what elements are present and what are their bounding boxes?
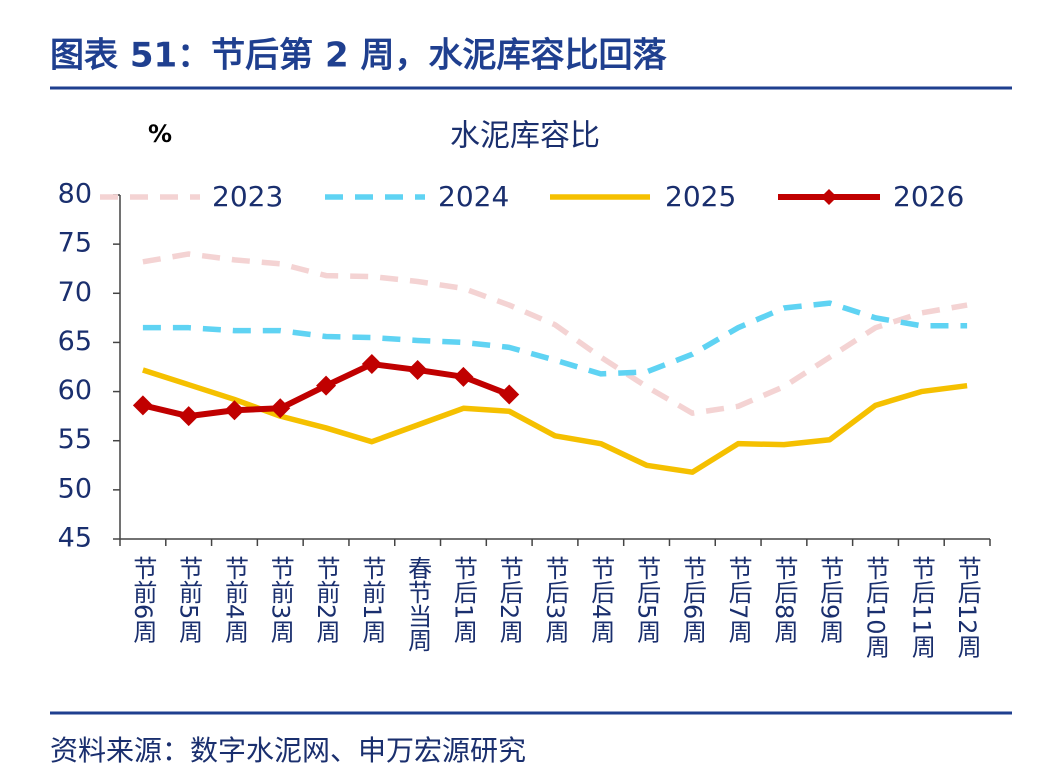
x-tick-label: 节前3周 <box>266 556 294 643</box>
data-marker <box>361 354 382 375</box>
x-tick-label: 节前1周 <box>358 556 386 643</box>
data-marker <box>224 400 245 421</box>
x-tick-label: 节后1周 <box>449 556 477 643</box>
y-tick-label: 70 <box>58 277 92 308</box>
legend-marker <box>821 189 837 205</box>
header-title: 图表 51：节后第 2 周，水泥库容比回落 <box>50 36 667 76</box>
y-tick-label: 50 <box>58 473 92 504</box>
chart-title: 水泥库容比 <box>450 119 600 154</box>
y-unit: % <box>148 120 172 148</box>
series-line <box>142 251 968 416</box>
legend-label: 2024 <box>438 180 509 213</box>
y-tick-label: 60 <box>58 375 92 406</box>
series-line <box>142 367 968 475</box>
x-tick-label: 节后4周 <box>587 556 615 643</box>
legend-label: 2025 <box>665 180 736 213</box>
x-tick-label: 节后3周 <box>541 556 569 643</box>
x-tick-label: 节前2周 <box>312 556 340 643</box>
y-tick-label: 65 <box>58 326 92 357</box>
series-line <box>142 300 968 377</box>
x-tick-label: 节前4周 <box>220 556 248 643</box>
data-marker <box>316 375 337 396</box>
x-tick-label: 节后5周 <box>633 556 661 643</box>
legend-label: 2026 <box>893 180 964 213</box>
data-marker <box>407 359 428 380</box>
data-marker <box>453 366 474 387</box>
data-marker <box>499 384 520 405</box>
y-tick-label: 45 <box>58 523 92 554</box>
x-tick-label: 节后7周 <box>724 556 752 643</box>
data-marker <box>178 406 199 427</box>
legend-label: 2023 <box>212 180 283 213</box>
source: 资料来源：数字水泥网、申万宏源研究 <box>50 734 526 767</box>
x-tick-label: 节后10周 <box>862 556 890 659</box>
x-tick-label: 节后8周 <box>770 556 798 643</box>
y-tick-label: 75 <box>58 228 92 259</box>
x-tick-label: 节后9周 <box>816 556 844 643</box>
y-tick-label: 55 <box>58 424 92 455</box>
data-marker <box>132 395 153 416</box>
x-tick-label: 节前6周 <box>129 556 157 643</box>
data-marker <box>270 398 291 419</box>
x-tick-label: 节后11周 <box>907 556 935 659</box>
x-tick-label: 节前5周 <box>175 556 203 643</box>
x-tick-label: 节后6周 <box>678 556 706 643</box>
x-tick-label: 节后2周 <box>495 556 523 643</box>
x-tick-label: 节后12周 <box>953 556 981 659</box>
y-tick-label: 80 <box>58 179 92 210</box>
x-tick-label: 春节当周 <box>404 556 432 652</box>
